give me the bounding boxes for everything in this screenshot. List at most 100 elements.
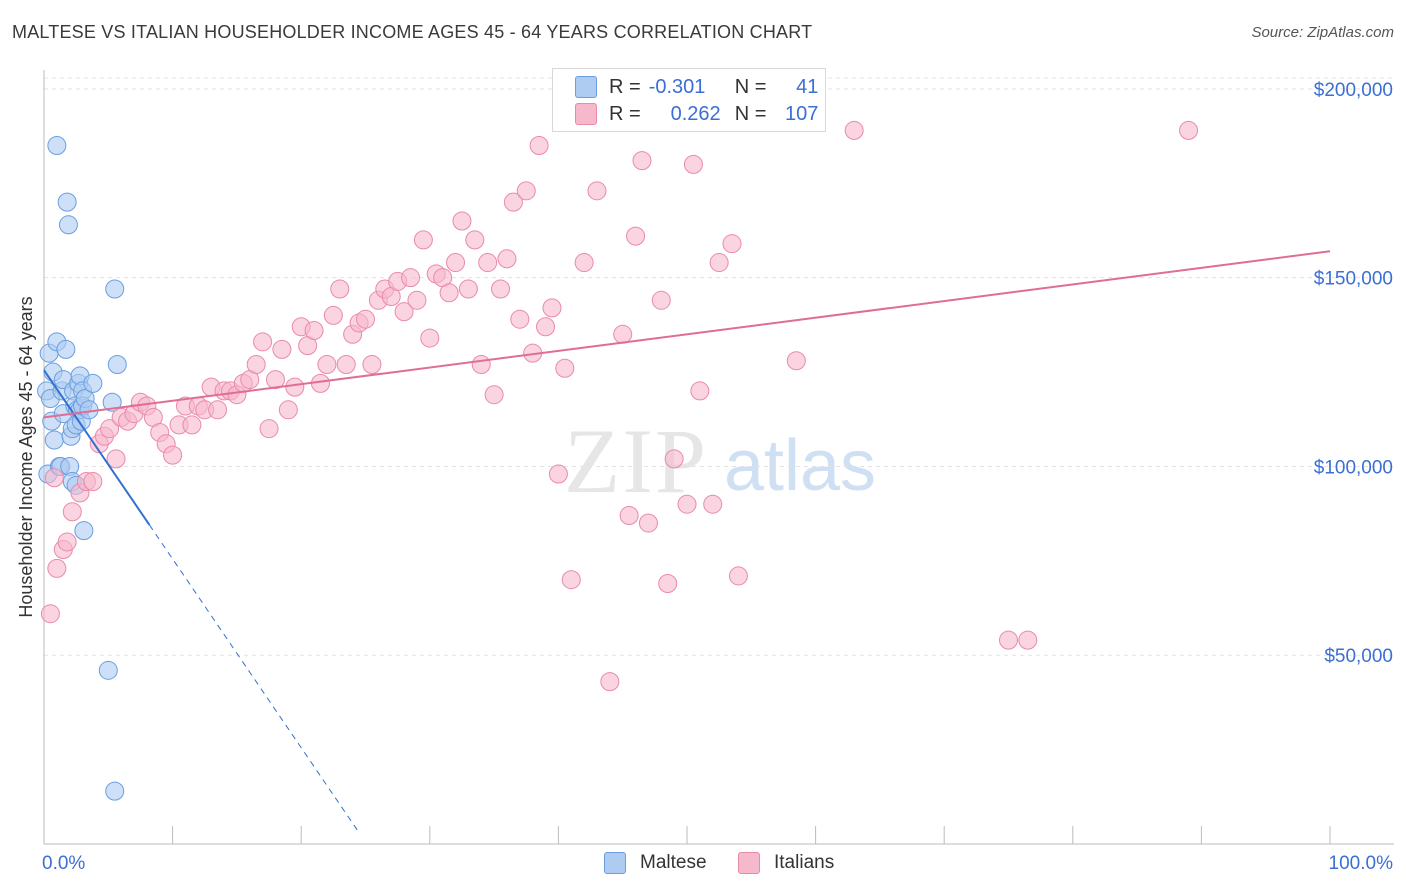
y-tick-label: $200,000: [1314, 80, 1393, 101]
italians-point: [394, 302, 414, 322]
maltese-trendline-extension: [149, 524, 360, 833]
italians-point: [587, 181, 607, 201]
x-tick-label: 100.0%: [1329, 853, 1394, 874]
italians-point: [407, 290, 427, 310]
italians-point: [57, 532, 77, 552]
maltese-point: [44, 430, 64, 450]
legend-n-value: 41: [796, 75, 819, 98]
legend-n-value: 107: [785, 102, 819, 125]
italians-point: [362, 354, 382, 374]
italians-point: [516, 181, 536, 201]
italians-swatch: [575, 103, 597, 125]
italians-point: [420, 328, 440, 348]
italians-point: [600, 672, 620, 692]
italians-point: [1179, 120, 1199, 140]
italians-point: [677, 494, 697, 514]
maltese-point: [74, 521, 94, 541]
correlation-legend: R = -0.301 N = 41 R = 0.262 N = 107: [552, 68, 826, 132]
italians-point: [786, 351, 806, 371]
italians-point: [728, 566, 748, 586]
y-tick-label: $50,000: [1324, 646, 1393, 667]
italians-point: [844, 120, 864, 140]
italians-point: [272, 339, 292, 359]
italians-point: [658, 573, 678, 593]
italians-point: [356, 309, 375, 329]
italians-point: [497, 249, 517, 269]
legend-r-label: R =: [609, 75, 641, 98]
y-tick-label: $100,000: [1314, 457, 1393, 478]
maltese-swatch: [575, 76, 597, 98]
italians-point: [452, 211, 472, 231]
italians-trendline: [43, 250, 1331, 419]
italians-point: [613, 324, 633, 344]
italians-point: [510, 309, 530, 329]
italians-point: [182, 415, 202, 435]
italians-point: [278, 400, 298, 420]
italians-point: [484, 385, 504, 405]
maltese-point: [105, 781, 125, 801]
maltese-point: [83, 373, 103, 393]
legend-item-maltese[interactable]: Maltese: [604, 852, 707, 874]
maltese-trendline: [43, 369, 151, 526]
italians-point: [690, 381, 710, 401]
italians-point: [1018, 630, 1038, 650]
italians-point: [632, 151, 652, 171]
legend-r-value: 0.262: [670, 102, 721, 125]
maltese-point: [58, 215, 78, 235]
maltese-point: [57, 192, 77, 212]
italians-point: [458, 279, 478, 299]
italians-point: [542, 298, 562, 318]
italians-point: [317, 354, 337, 374]
italians-point: [446, 253, 466, 273]
italians-point: [465, 230, 485, 250]
legend-row-maltese: R = -0.301 N = 41: [575, 75, 818, 99]
italians-point: [683, 154, 703, 174]
italians-point: [664, 449, 684, 469]
italians-point: [336, 354, 356, 374]
italians-point: [83, 472, 103, 492]
legend-n-label: N =: [734, 102, 767, 125]
italians-point: [285, 377, 305, 397]
x-tick-label: 0.0%: [42, 853, 85, 874]
italians-point: [323, 305, 343, 325]
italians-point: [722, 234, 742, 254]
y-tick-label: $150,000: [1314, 269, 1393, 290]
italians-point: [413, 230, 433, 250]
maltese-point: [47, 136, 67, 156]
italians-point: [529, 136, 549, 156]
italians-point: [555, 358, 575, 378]
maltese-point: [107, 354, 127, 374]
italians-point: [304, 321, 324, 341]
italians-point: [999, 630, 1018, 650]
italians-point: [163, 445, 183, 465]
series-legend: Maltese Italians: [0, 852, 1406, 878]
source-label: Source: ZipAtlas.com: [1251, 24, 1394, 41]
italians-point: [47, 558, 67, 578]
italians-point: [619, 506, 639, 526]
italians-point: [574, 253, 594, 273]
italians-point: [246, 354, 266, 374]
italians-point: [330, 279, 350, 299]
maltese-swatch: [604, 852, 626, 874]
italians-point: [478, 253, 498, 273]
maltese-point: [56, 339, 76, 359]
chart-title: MALTESE VS ITALIAN HOUSEHOLDER INCOME AG…: [12, 22, 813, 42]
italians-point: [561, 570, 581, 590]
italians-point: [253, 332, 273, 352]
legend-row-italians: R = 0.262 N = 107: [575, 102, 818, 126]
italians-point: [259, 419, 279, 439]
italians-point: [208, 400, 228, 420]
legend-label-italians: Italians: [774, 852, 835, 873]
legend-r-label: R =: [609, 102, 641, 125]
italians-point: [40, 604, 60, 624]
legend-item-italians[interactable]: Italians: [738, 852, 834, 874]
legend-r-value: -0.301: [648, 75, 706, 98]
italians-point: [106, 449, 126, 469]
italians-point: [471, 354, 491, 374]
italians-point: [62, 502, 82, 522]
legend-n-label: N =: [734, 75, 767, 98]
italians-point: [626, 226, 646, 246]
italians-point: [401, 268, 421, 288]
italians-point: [44, 468, 64, 488]
